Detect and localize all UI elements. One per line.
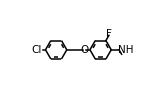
Text: Cl: Cl [32, 45, 42, 55]
Text: O: O [80, 45, 88, 55]
Text: F: F [106, 29, 112, 39]
Text: NH: NH [118, 45, 134, 55]
